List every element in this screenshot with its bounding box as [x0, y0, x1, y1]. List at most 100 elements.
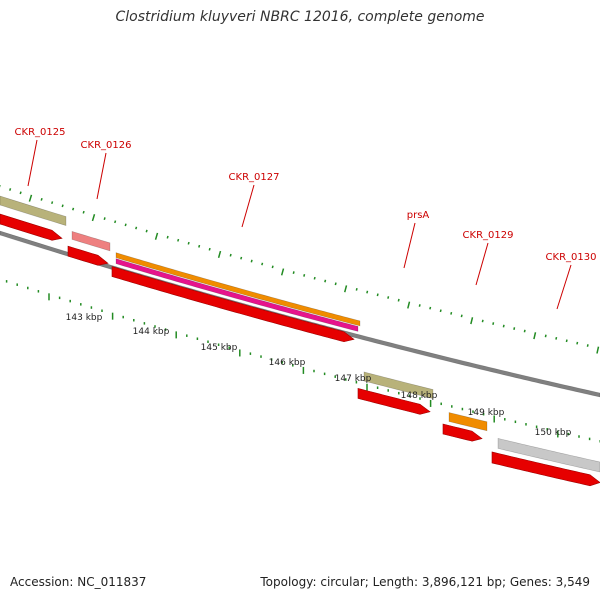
gene-leader-line — [241, 184, 255, 228]
cds-arrow-ckr-0126 — [67, 245, 109, 266]
outer-major-tick — [28, 194, 33, 202]
outer-minor-tick — [51, 201, 54, 205]
scale-label: 145 kbp — [201, 343, 238, 353]
genome-title: Clostridium kluyveri NBRC 12016, complet… — [115, 9, 485, 25]
scale-label: 146 kbp — [269, 358, 306, 368]
outer-major-tick — [596, 346, 600, 354]
outer-minor-tick — [177, 238, 180, 242]
outer-minor-tick — [313, 276, 316, 280]
outer-minor-tick — [429, 306, 432, 310]
gene-leader-line — [403, 222, 416, 269]
outer-minor-tick — [103, 217, 106, 221]
outer-minor-tick — [271, 265, 274, 269]
outer-minor-tick — [135, 226, 138, 230]
outer-minor-tick — [324, 279, 327, 283]
gene-label: CKR_0127 — [229, 172, 280, 183]
outer-minor-tick — [418, 304, 421, 307]
outer-minor-tick — [492, 322, 495, 325]
cds-arrow-prsa — [357, 388, 431, 415]
outer-minor-tick — [292, 271, 295, 274]
gene-leader-line — [556, 264, 572, 310]
genome-summary-text: Topology: circular; Length: 3,896,121 bp… — [260, 575, 590, 589]
feature-track — [0, 195, 600, 473]
outer-major-tick — [470, 317, 474, 325]
gene-label: prsA — [407, 210, 430, 221]
scale-label: 144 kbp — [133, 327, 170, 337]
cds-track — [0, 213, 600, 487]
outer-minor-tick — [376, 293, 379, 297]
outer-minor-tick — [355, 287, 358, 291]
outer-minor-tick — [166, 235, 169, 239]
gene-leader-line — [27, 139, 38, 187]
outer-minor-tick — [450, 311, 453, 315]
outer-minor-tick — [82, 210, 85, 214]
outer-major-tick — [280, 268, 285, 276]
scale-label: 148 kbp — [401, 391, 438, 401]
gene-leader-line — [475, 242, 489, 286]
scale-label: 147 kbp — [335, 374, 372, 384]
outer-minor-tick — [565, 339, 568, 343]
outer-minor-tick — [229, 253, 232, 257]
outer-minor-tick — [439, 309, 442, 313]
outer-minor-tick — [145, 229, 148, 233]
outer-minor-tick — [19, 191, 22, 195]
outer-minor-tick — [9, 188, 12, 191]
outer-minor-tick — [240, 256, 243, 260]
outer-minor-tick — [366, 290, 369, 294]
outer-minor-tick — [198, 244, 201, 248]
outer-minor-tick — [576, 341, 579, 345]
feature-prsa — [363, 371, 434, 399]
scale-label: 149 kbp — [468, 408, 505, 418]
outer-minor-tick — [481, 319, 484, 323]
outer-minor-tick — [124, 223, 127, 227]
inner-tick-track — [5, 280, 600, 443]
scale-label: 150 kbp — [535, 428, 572, 438]
outer-major-tick — [343, 285, 348, 293]
outer-tick-track — [0, 185, 600, 354]
outer-major-tick — [154, 232, 159, 240]
outer-minor-tick — [40, 197, 43, 201]
outer-minor-tick — [387, 296, 390, 299]
accession-text: Accession: NC_011837 — [10, 575, 147, 589]
outer-minor-tick — [334, 282, 337, 286]
gene-leader-line — [96, 152, 107, 200]
outer-minor-tick — [261, 262, 264, 266]
gene-label: CKR_0126 — [81, 140, 132, 151]
gene-label: CKR_0125 — [15, 127, 66, 138]
outer-minor-tick — [586, 344, 589, 347]
scale-label-group: 143 kbp 144 kbp 145 kbp 146 kbp 147 kbp 148 k… — [66, 313, 572, 438]
cds-arrow-ckr-0129 — [442, 423, 483, 442]
gene-label: CKR_0130 — [546, 252, 597, 263]
outer-major-tick — [91, 214, 96, 222]
outer-minor-tick — [250, 259, 253, 263]
feature-ckr-0127-magenta — [115, 258, 359, 332]
feature-ckr-0125 — [0, 195, 67, 226]
outer-minor-tick — [460, 314, 463, 318]
outer-minor-tick — [397, 298, 400, 302]
feature-ckr-0127-orange — [115, 252, 361, 327]
gene-label: CKR_0129 — [463, 230, 514, 241]
feature-ckr-0129 — [448, 412, 488, 432]
outer-minor-tick — [208, 247, 211, 251]
outer-minor-tick — [555, 336, 558, 340]
outer-minor-tick — [303, 274, 306, 277]
outer-minor-tick — [72, 207, 75, 211]
cds-arrow-ckr-0130 — [491, 451, 600, 487]
outer-minor-tick — [61, 204, 64, 208]
outer-minor-tick — [523, 329, 526, 333]
cds-arrow-ckr-0125 — [0, 213, 63, 241]
outer-minor-tick — [544, 334, 547, 338]
outer-major-tick — [533, 332, 537, 340]
outer-minor-tick — [187, 241, 190, 245]
outer-minor-tick — [114, 220, 117, 224]
outer-major-tick — [407, 301, 411, 309]
outer-major-tick — [217, 250, 222, 258]
outer-minor-tick — [513, 327, 516, 330]
feature-ckr-0130 — [497, 438, 600, 473]
cds-arrow-ckr-0127 — [111, 266, 355, 343]
feature-ckr-0126 — [71, 230, 111, 252]
scale-label: 143 kbp — [66, 313, 103, 323]
outer-minor-tick — [502, 324, 505, 328]
gene-label-group: CKR_0125 CKR_0126 CKR_0127 prsA CKR_0129 CKR_… — [15, 127, 597, 310]
